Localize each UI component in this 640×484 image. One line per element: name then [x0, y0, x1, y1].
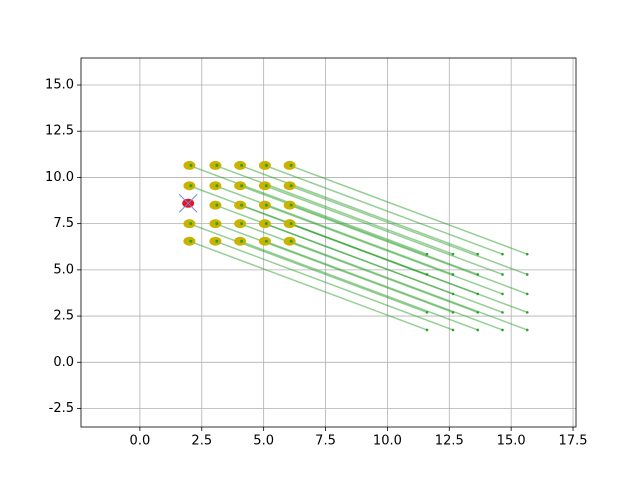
- trajectory-end: [525, 273, 529, 276]
- axes-frame: [80, 57, 577, 428]
- trajectory: [189, 240, 428, 331]
- start-dot: [264, 203, 268, 207]
- trajectory: [239, 185, 479, 276]
- trajectory-end: [451, 252, 455, 256]
- trajectory: [189, 222, 428, 314]
- start-dot: [189, 222, 193, 226]
- trajectory: [239, 222, 479, 314]
- start-dot: [215, 163, 219, 167]
- start-dot: [289, 239, 293, 243]
- trajectory: [239, 164, 479, 255]
- start-dot: [240, 184, 244, 188]
- x-tick-label: 2.5: [191, 434, 212, 449]
- trajectory: [264, 204, 503, 295]
- start-dot: [240, 239, 244, 243]
- y-tick-label: 15.0: [45, 77, 74, 92]
- start-dot: [215, 239, 219, 243]
- trajectory-end: [476, 328, 480, 332]
- x-tick-label: 7.5: [315, 434, 336, 449]
- y-tick-label: 0.0: [53, 355, 74, 370]
- start-dot: [215, 203, 219, 207]
- trajectory: [289, 240, 528, 331]
- x-tick-label: 17.5: [559, 434, 588, 449]
- trajectory: [264, 222, 503, 314]
- trajectory-end: [525, 292, 529, 296]
- x-tick-label: 0.0: [130, 434, 151, 449]
- trajectory-end: [476, 252, 480, 256]
- start-dot: [289, 222, 293, 226]
- start-dot: [189, 184, 193, 188]
- trajectory: [239, 240, 479, 331]
- start-dot: [189, 239, 193, 243]
- x-tick-label: 12.5: [435, 434, 464, 449]
- start-dot: [264, 163, 268, 167]
- trajectory-end: [501, 273, 504, 276]
- start-dot: [215, 184, 219, 188]
- y-tick-label: 7.5: [53, 216, 74, 231]
- x-tick-label: 10.0: [373, 434, 402, 449]
- trajectory: [289, 222, 528, 314]
- cross-marker: [178, 193, 198, 213]
- trajectory: [289, 204, 528, 295]
- trajectory: [215, 185, 454, 276]
- trajectory-end: [425, 328, 429, 332]
- trajectory: [215, 222, 454, 314]
- x-tick-label: 5.0: [253, 434, 274, 449]
- trajectory-end: [525, 311, 529, 314]
- start-dot: [264, 184, 268, 188]
- trajectory: [289, 185, 528, 276]
- x-tick-label: 15.0: [497, 434, 526, 449]
- trajectory-end: [451, 328, 455, 332]
- trajectory: [264, 185, 503, 276]
- start-dot: [264, 222, 268, 226]
- start-dot: [240, 203, 244, 207]
- start-dot: [240, 163, 244, 167]
- y-tick-label: -2.5: [49, 401, 74, 416]
- start-dot: [289, 203, 293, 207]
- trajectory: [289, 164, 528, 255]
- trajectory-end: [525, 328, 529, 332]
- y-tick-label: 5.0: [53, 262, 74, 277]
- y-tick-label: 2.5: [53, 309, 74, 324]
- trajectory-end: [525, 252, 529, 256]
- trajectory: [264, 164, 503, 255]
- trajectory-end: [501, 252, 504, 256]
- start-dot: [189, 163, 193, 167]
- trajectory: [264, 240, 503, 331]
- trajectory: [215, 240, 454, 331]
- trajectory-end: [501, 292, 504, 296]
- start-dot: [240, 222, 244, 226]
- trajectory: [189, 164, 428, 255]
- trajectory-end: [501, 328, 504, 332]
- y-tick-label: 12.5: [45, 124, 74, 139]
- trajectory: [215, 164, 454, 255]
- trajectory-end: [501, 311, 504, 314]
- y-tick-label: 10.0: [45, 170, 74, 185]
- start-dot: [264, 239, 268, 243]
- start-dot: [215, 222, 219, 226]
- start-dot: [289, 163, 293, 167]
- start-dot: [289, 184, 293, 188]
